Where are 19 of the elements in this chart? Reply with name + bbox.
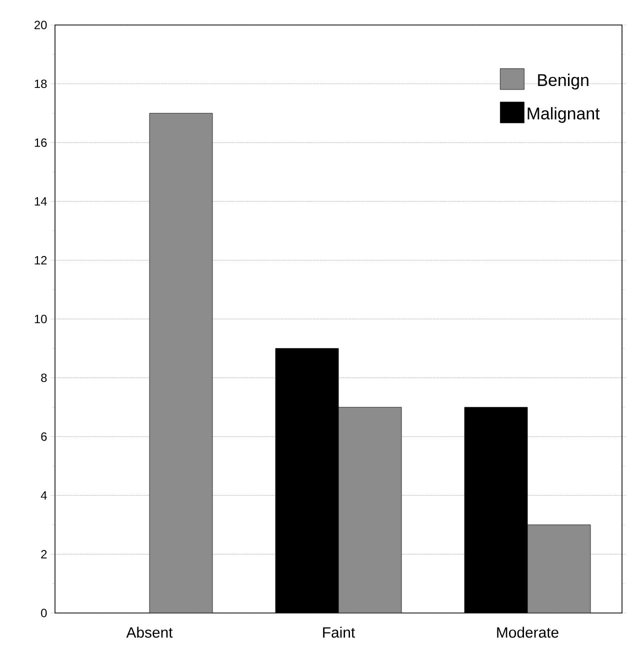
y-tick-label: 10 [34,314,47,324]
y-tick-label: 8 [41,374,47,382]
y-tick-label: 6 [41,432,47,441]
y-tick-label: 12 [34,256,47,264]
y-tick-label: 2 [41,550,47,558]
legend-label: Malignant [528,107,600,123]
y-tick-label: 4 [40,491,47,500]
bar [149,112,213,613]
x-tick-label: Absent [126,626,173,638]
bar [527,524,591,613]
y-tick-label: 20 [34,20,47,30]
y-tick-label: 18 [34,80,47,88]
legend-label: Benign [538,74,588,90]
y-tick-label: 16 [34,138,47,147]
x-tick-label: Moderate [497,626,558,638]
x-tick-label: Faint [323,626,356,638]
bar [338,407,402,613]
y-tick-label: 14 [34,197,47,206]
y-tick-label: 0 [41,608,47,618]
